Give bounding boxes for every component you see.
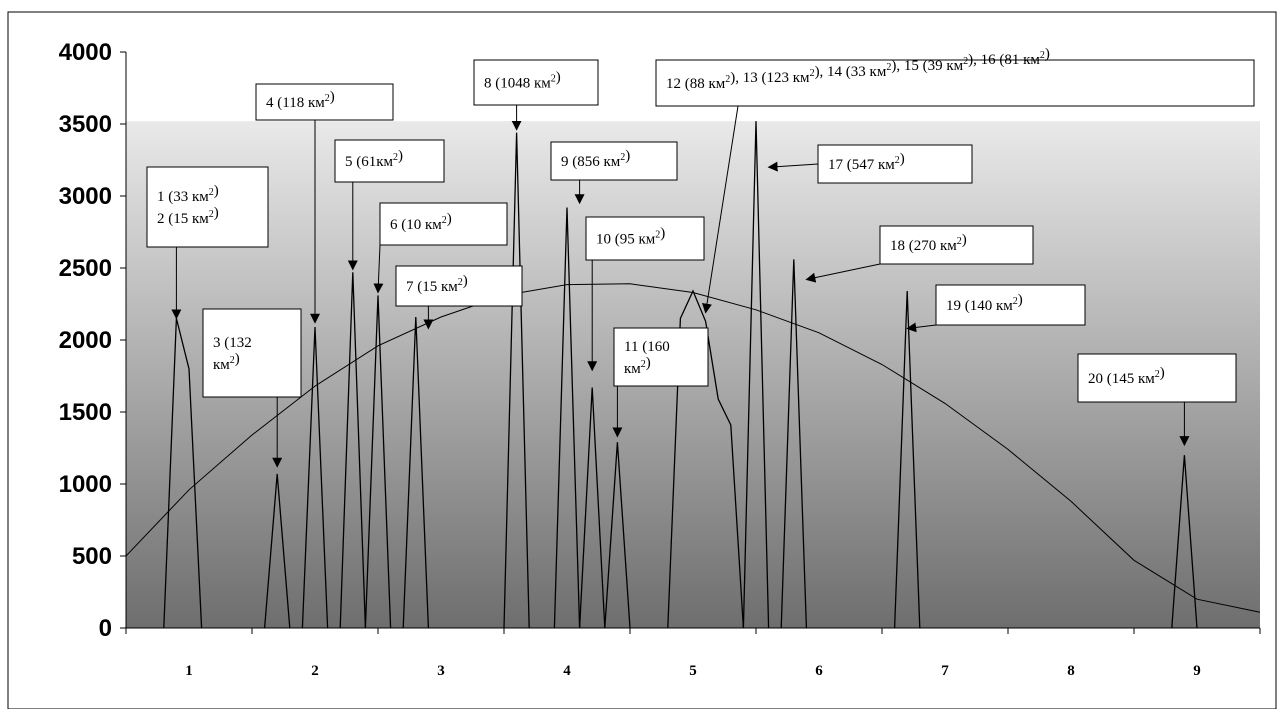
elevation-peak: [893, 290, 921, 629]
elevation-peak: [163, 318, 203, 629]
annotation-label: 9 (856 км2): [561, 148, 630, 170]
y-tick-label: 0: [99, 615, 112, 642]
annotation-label: 18 (270 км2): [890, 232, 967, 254]
annotation-box: [379, 202, 508, 246]
annotation-box: [1077, 353, 1237, 403]
annotation-label: 17 (547 км2): [828, 151, 905, 173]
elevation-peak: [402, 316, 430, 629]
elevation-peak: [742, 121, 770, 629]
annotation-box: [613, 327, 709, 387]
annotation-label: 4 (118 км2): [266, 89, 335, 111]
elevation-peak: [604, 442, 631, 629]
annotation-box: [585, 216, 705, 261]
x-tick-label: 6: [815, 663, 823, 679]
annotation-box: [395, 265, 523, 307]
annotation-box: [255, 83, 394, 121]
y-tick-label: 500: [72, 543, 112, 570]
elevation-peak: [364, 295, 392, 629]
annotation-label: 11 (160: [624, 339, 670, 355]
annotation-box: [334, 139, 445, 183]
x-tick-label: 4: [563, 663, 571, 679]
annotation-arrow: [906, 322, 937, 333]
annotation-label: 10 (95 км2): [596, 226, 665, 248]
annotation-label: 3 (132: [213, 335, 252, 351]
y-tick-label: 1000: [59, 471, 112, 498]
elevation-peak: [780, 259, 808, 629]
annotation-arrow: [373, 244, 384, 294]
x-tick-label: 8: [1067, 663, 1075, 679]
elevation-peak: [263, 473, 291, 629]
elevation-peak: [553, 207, 581, 629]
annotation-box: [202, 308, 302, 398]
elevation-peak: [1171, 455, 1198, 629]
y-tick-label: 1500: [59, 399, 112, 426]
annotation-label: 12 (88 км2), 13 (123 км2), 14 (33 км2), …: [666, 46, 1050, 92]
y-tick-label: 4000: [59, 39, 112, 66]
annotation-label: 5 (61км2): [345, 148, 403, 170]
x-tick-label: 1: [185, 663, 193, 679]
trend-curve: [125, 283, 1261, 613]
elevation-peak: [578, 387, 606, 629]
annotation-label: 7 (15 км2): [406, 273, 468, 295]
y-tick-label: 3000: [59, 183, 112, 210]
annotation-label: 20 (145 км2): [1088, 365, 1165, 387]
annotation-box: [879, 225, 1034, 265]
annotation-box: [473, 59, 599, 106]
x-tick-label: 9: [1193, 663, 1201, 679]
annotation-arrow: [805, 263, 881, 283]
annotation-label: 6 (10 км2): [390, 211, 452, 233]
annotation-box: [146, 166, 269, 248]
annotation-label: км2): [624, 355, 651, 377]
annotation-label: 19 (140 км2): [946, 292, 1023, 314]
x-tick-label: 2: [311, 663, 319, 679]
annotation-box: [935, 284, 1086, 326]
elevation-peak: [301, 326, 329, 629]
annotation-arrow: [767, 161, 819, 172]
elevation-peak: [503, 132, 530, 629]
y-tick-label: 3500: [59, 111, 112, 138]
annotation-arrow: [702, 105, 739, 314]
annotation-box: [550, 141, 678, 181]
x-tick-label: 3: [437, 663, 445, 679]
y-tick-label: 2000: [59, 327, 112, 354]
annotation-box: [655, 59, 1255, 107]
annotation-label: 1 (33 км2): [157, 183, 219, 205]
annotation-label: 8 (1048 км2): [484, 70, 561, 92]
annotation-label: км2): [213, 351, 240, 373]
elevation-peak: [339, 272, 367, 629]
elevation-peak: [667, 289, 745, 629]
annotation-label: 2 (15 км2): [157, 205, 219, 227]
annotation-box: [817, 144, 973, 184]
x-tick-label: 7: [941, 663, 949, 679]
y-tick-label: 2500: [59, 255, 112, 282]
x-tick-label: 5: [689, 663, 697, 679]
